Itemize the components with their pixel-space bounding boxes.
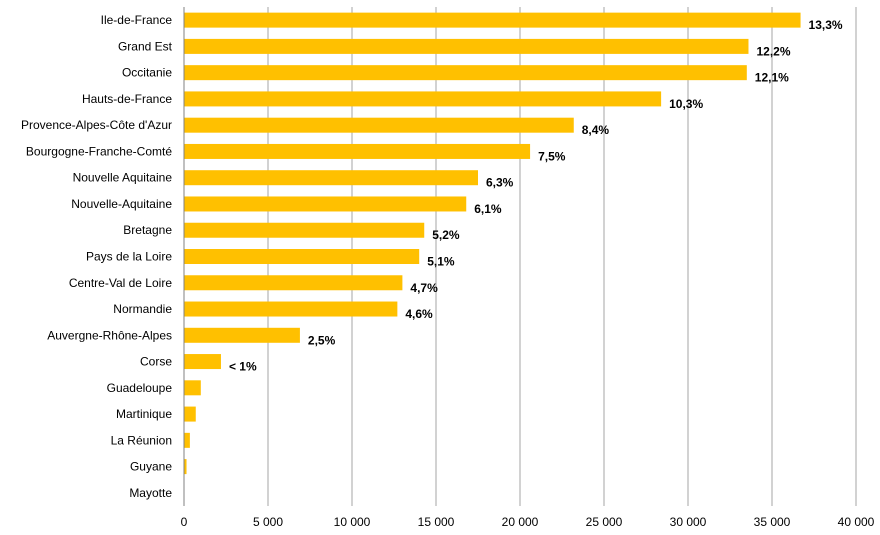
- category-label: La Réunion: [111, 433, 172, 447]
- category-label: Hauts-de-France: [82, 92, 172, 106]
- x-tick-label: 5 000: [253, 515, 283, 529]
- data-label: 5,2%: [432, 228, 460, 242]
- bars: [184, 12, 801, 475]
- x-tick-label: 0: [181, 515, 188, 529]
- x-tick-label: 30 000: [670, 515, 707, 529]
- x-tick-label: 15 000: [418, 515, 455, 529]
- data-label: 13,3%: [809, 18, 843, 32]
- category-label: Corse: [140, 355, 172, 369]
- category-label: Normandie: [113, 302, 172, 316]
- category-label: Provence-Alpes-Côte d'Azur: [21, 118, 172, 132]
- data-label: 12,1%: [755, 71, 789, 85]
- data-label: 6,1%: [474, 202, 502, 216]
- x-tick-label: 40 000: [838, 515, 875, 529]
- bar: [184, 301, 398, 317]
- bar: [184, 12, 801, 28]
- data-label: 4,6%: [405, 307, 433, 321]
- bar: [184, 196, 467, 212]
- category-label: Ile-de-France: [101, 13, 173, 27]
- data-label: 10,3%: [669, 97, 703, 111]
- category-label: Centre-Val de Loire: [69, 276, 172, 290]
- category-label: Auvergne-Rhône-Alpes: [47, 328, 172, 342]
- category-label: Guyane: [130, 460, 172, 474]
- bar: [184, 117, 574, 133]
- bar: [184, 222, 425, 238]
- data-label: 8,4%: [582, 123, 610, 137]
- bar: [184, 170, 478, 186]
- labels: 0 5 000 10 000 15 000 20 000 25 000 30 000 35 0…: [21, 13, 875, 529]
- data-label: 12,2%: [756, 44, 790, 58]
- x-tick-label: 10 000: [334, 515, 371, 529]
- bar: [184, 65, 747, 81]
- data-label: < 1%: [229, 360, 257, 374]
- x-tick-label: 20 000: [502, 515, 539, 529]
- data-label: 4,7%: [410, 281, 438, 295]
- category-label: Occitanie: [122, 66, 172, 80]
- bar: [184, 354, 221, 370]
- bar: [184, 38, 749, 54]
- category-label: Guadeloupe: [107, 381, 173, 395]
- category-label: Nouvelle-Aquitaine: [71, 197, 172, 211]
- bar: [184, 327, 300, 343]
- bar: [184, 432, 190, 448]
- category-label: Bretagne: [123, 223, 172, 237]
- data-label: 7,5%: [538, 149, 566, 163]
- bar: [184, 91, 662, 107]
- gridlines: [267, 7, 857, 506]
- bar: [184, 275, 403, 291]
- bar: [184, 459, 187, 475]
- data-label: 5,1%: [427, 255, 455, 269]
- x-tick-label: 25 000: [586, 515, 623, 529]
- category-label: Mayotte: [129, 486, 172, 500]
- data-label: 6,3%: [486, 176, 514, 190]
- category-label: Martinique: [116, 407, 172, 421]
- data-label: 2,5%: [308, 333, 336, 347]
- bar: [184, 380, 201, 396]
- x-tick-label: 35 000: [754, 515, 791, 529]
- category-label: Bourgogne-Franche-Comté: [26, 144, 172, 158]
- category-label: Nouvelle Aquitaine: [73, 171, 173, 185]
- bar: [184, 143, 531, 159]
- category-label: Pays de la Loire: [86, 250, 172, 264]
- bar: [184, 249, 420, 264]
- bar: [184, 406, 196, 422]
- category-label: Grand Est: [118, 39, 173, 53]
